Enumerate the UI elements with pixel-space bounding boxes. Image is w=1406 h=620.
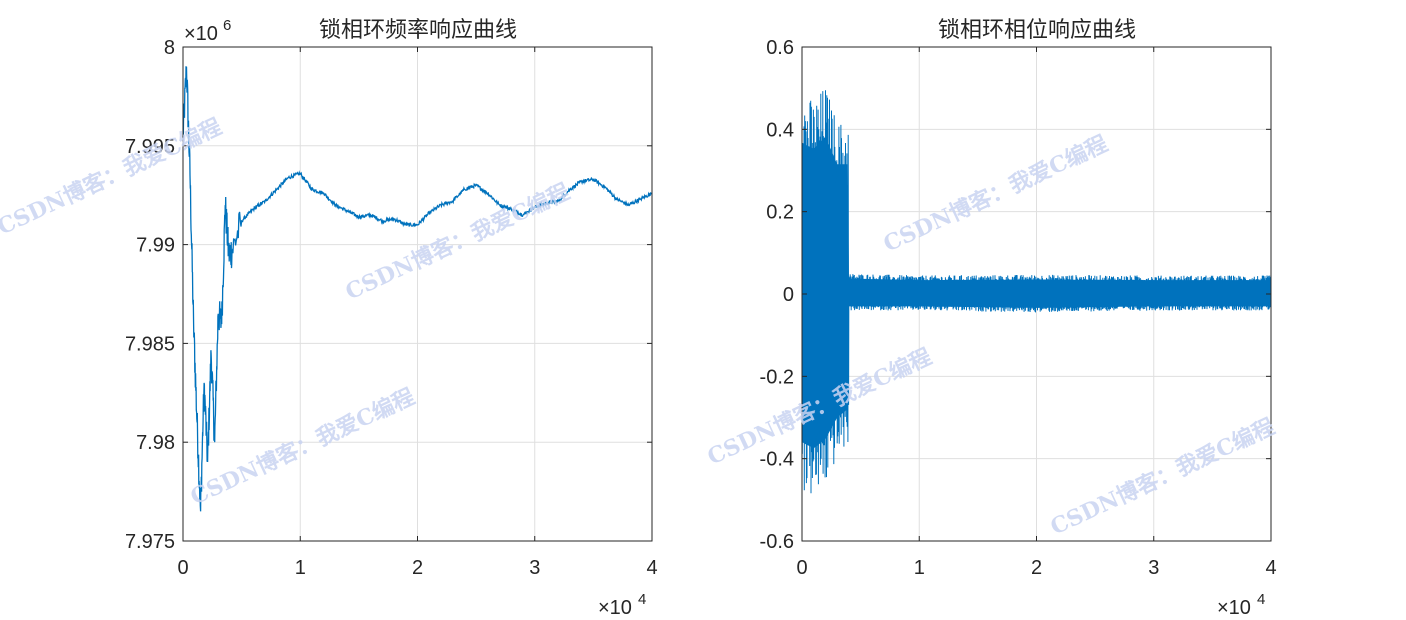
series-line	[182, 66, 653, 512]
series-line-path	[801, 90, 1272, 494]
watermark: CSDN博客：我爱C编程	[342, 179, 574, 306]
x-tick-label: 1	[914, 557, 925, 579]
y-tick-label: -0.4	[760, 449, 794, 471]
y-tick-label: 7.975	[125, 531, 175, 553]
x-tick-label: 4	[646, 557, 657, 579]
chart-title: 锁相环相位响应曲线	[938, 18, 1136, 43]
x-tick-label: 3	[529, 557, 540, 579]
chart-title: 锁相环频率响应曲线	[319, 18, 517, 43]
y-tick-label: 7.995	[125, 136, 175, 158]
x-exponent-base: ×10	[598, 597, 632, 619]
series-band	[801, 90, 1272, 494]
watermark: CSDN博客：我爱C编程	[187, 384, 419, 511]
y-tick-label: 7.98	[136, 432, 175, 454]
y-tick-label: 7.985	[125, 333, 175, 355]
x-tick-label: 3	[1148, 557, 1159, 579]
y-tick-label: 7.99	[136, 235, 175, 257]
x-tick-label: 2	[412, 557, 423, 579]
x-exponent-base: ×10	[1217, 597, 1251, 619]
watermark: CSDN博客：我爱C编程	[1047, 414, 1279, 541]
grid	[183, 47, 652, 541]
y-axis: 8 7.995 7.99 7.985 7.98 7.975	[125, 37, 652, 553]
watermark: CSDN博客：我爱C编程	[880, 131, 1112, 258]
y-axis: 0.6 0.4 0.2 0 -0.2 -0.4 -0.6	[760, 37, 1271, 553]
y-tick-label: 0.6	[766, 37, 794, 59]
x-tick-label: 4	[1265, 557, 1276, 579]
y-tick-label: 8	[164, 37, 175, 59]
x-tick-label: 0	[796, 557, 807, 579]
y-tick-label: 0	[783, 284, 794, 306]
y-tick-label: 0.2	[766, 202, 794, 224]
watermark: CSDN博客：我爱C编程	[0, 114, 226, 241]
y-exponent-power: 6	[223, 17, 231, 34]
y-axis-exponent: ×10 6	[184, 17, 231, 45]
y-exponent-base: ×10	[184, 23, 218, 45]
x-tick-label: 2	[1031, 557, 1042, 579]
frequency-response-chart: 锁相环频率响应曲线 0 1 2 3 4 8 7.995 7.99 7.985 7.98 7.975…	[125, 17, 658, 619]
y-tick-label: -0.6	[760, 531, 794, 553]
y-tick-label: 0.4	[766, 119, 794, 141]
x-axis-exponent: ×10 4	[1217, 591, 1265, 619]
series-line-path	[182, 66, 653, 512]
y-tick-label: -0.2	[760, 366, 794, 388]
x-axis: 0 1 2 3 4	[796, 47, 1277, 579]
x-axis: 0 1 2 3 4	[177, 47, 658, 579]
x-exponent-power: 4	[1257, 591, 1265, 608]
x-exponent-power: 4	[638, 591, 646, 608]
x-tick-label: 0	[177, 557, 188, 579]
x-axis-exponent: ×10 4	[598, 591, 646, 619]
phase-response-chart: 锁相环相位响应曲线 0 1 2 3 4 0.6 0.4 0.2 0 -0.2 -0.4 -0.6 ×…	[760, 18, 1277, 619]
x-tick-label: 1	[295, 557, 306, 579]
watermarks: CSDN博客：我爱C编程 CSDN博客：我爱C编程 CSDN博客：我爱C编程 C…	[0, 114, 1279, 541]
